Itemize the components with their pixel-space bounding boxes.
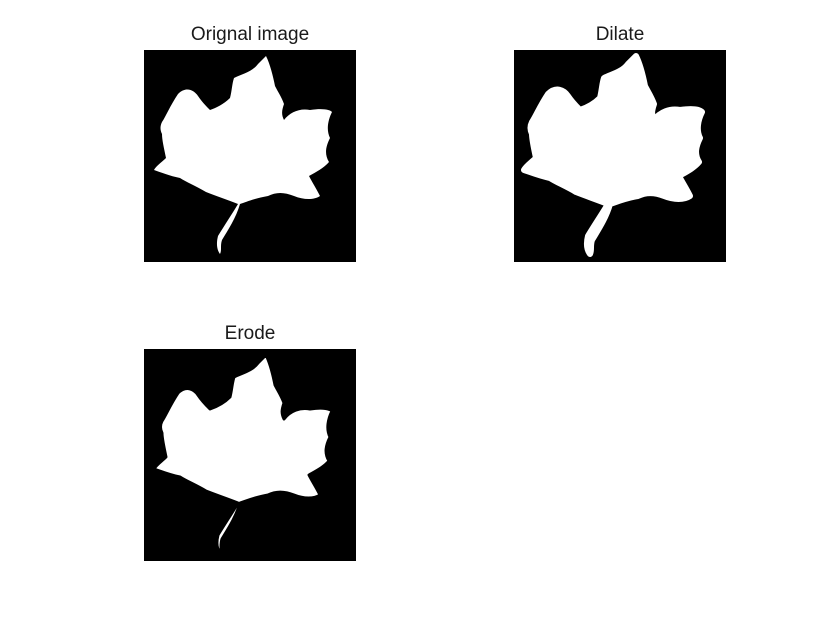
original-leaf-image (144, 50, 356, 262)
dilate-image (514, 50, 726, 262)
erode-image-title: Erode (224, 323, 276, 344)
eroded-leaf-image (144, 349, 356, 561)
dilate-image-title: Dilate (595, 24, 645, 45)
dilated-leaf-image (514, 50, 726, 262)
original-image-title: Orignal image (190, 24, 310, 45)
original-image (144, 50, 356, 262)
erode-image (144, 349, 356, 561)
